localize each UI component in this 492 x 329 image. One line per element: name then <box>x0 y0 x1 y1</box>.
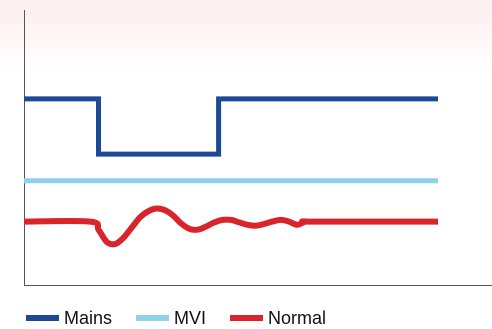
legend-label-mains: Mains <box>64 307 113 328</box>
legend-swatch-normal <box>230 315 264 321</box>
legend-swatch-mvi <box>136 315 170 321</box>
legend-item-mvi: MVI <box>136 308 206 329</box>
series-layer <box>23 96 438 248</box>
legend: Mains MVI Normal <box>26 307 350 329</box>
legend-item-normal: Normal <box>230 308 326 329</box>
legend-swatch-mains <box>26 315 59 321</box>
legend-label-mvi: MVI <box>174 307 207 328</box>
line-chart <box>23 10 492 286</box>
legend-label-normal: Normal <box>268 307 327 328</box>
series-line-normal <box>23 205 438 248</box>
series-line-mains <box>24 96 438 157</box>
legend-item-mains: Mains <box>26 308 112 329</box>
background-band <box>0 0 492 300</box>
